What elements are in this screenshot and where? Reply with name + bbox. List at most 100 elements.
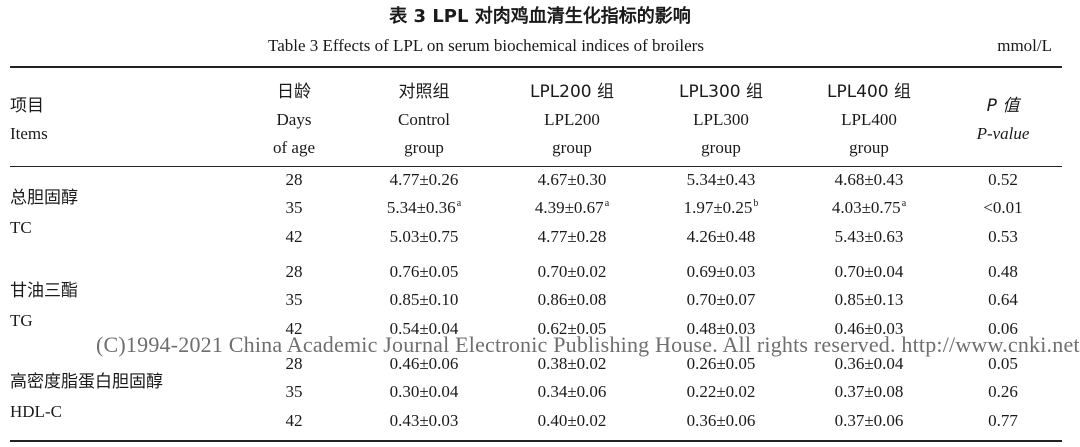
table-cell-p: 0.05 [988, 354, 1018, 374]
significance-letter: b [753, 198, 759, 209]
cell-value: 0.37±0.06 [834, 411, 904, 430]
table-cell-control: 0.54±0.04 [390, 319, 459, 339]
cell-value: 0.76±0.05 [389, 262, 459, 281]
table-cell-p: 0.77 [988, 411, 1018, 431]
cell-value: 0.06 [988, 319, 1018, 338]
cell-value: 35 [285, 290, 303, 309]
header-control-cn: 对照组 [398, 82, 450, 102]
cell-value: 5.34±0.43 [686, 170, 756, 189]
table-cell-control: 0.46±0.06 [390, 354, 459, 374]
table-cell-control: 4.77±0.26 [390, 170, 459, 190]
header-lpl400-cn: LPL400 组 [826, 82, 912, 102]
header-lpl300-en2: group [701, 138, 741, 157]
header-days: 日龄 Days of age [273, 78, 315, 162]
cell-value: 28 [285, 170, 303, 189]
top-rule [10, 66, 1062, 68]
cell-value: 0.48±0.03 [686, 319, 756, 338]
table-cell-lpl400: 0.46±0.03 [835, 319, 904, 339]
table-cell-day: 42 [286, 319, 303, 339]
header-lpl200: LPL200 组 LPL200 group [530, 78, 614, 162]
table-cell-p: 0.64 [988, 290, 1018, 310]
table-cell-lpl400: 0.36±0.04 [835, 354, 904, 374]
table-cell-control: 0.43±0.03 [390, 411, 459, 431]
table-cell-day: 35 [286, 290, 303, 310]
cell-value: 0.34±0.06 [537, 382, 607, 401]
cell-value: 0.69±0.03 [686, 262, 756, 281]
header-lpl300-cn: LPL300 组 [678, 82, 764, 102]
cell-value: 42 [285, 319, 303, 338]
cell-value: 0.52 [988, 170, 1018, 189]
table-cell-lpl300: 0.26±0.05 [687, 354, 756, 374]
cell-value: 0.85±0.13 [834, 290, 904, 309]
cell-value: 0.70±0.04 [834, 262, 904, 281]
cell-value: 5.34±0.36 [386, 198, 456, 217]
header-days-cn: 日龄 [276, 82, 311, 102]
cell-value: 0.54±0.04 [389, 319, 459, 338]
cell-value: 0.37±0.08 [834, 382, 904, 401]
header-items-cn: 项目 [10, 96, 44, 116]
table-cell-lpl300: 1.97±0.25b [684, 198, 759, 218]
table-cell-lpl200: 0.40±0.02 [538, 411, 607, 431]
table-cell-day: 35 [286, 382, 303, 402]
table-cell-day: 28 [286, 354, 303, 374]
table-cell-lpl400: 5.43±0.63 [835, 227, 904, 247]
header-items: 项目 Items [10, 92, 48, 148]
table-cell-lpl300: 0.36±0.06 [687, 411, 756, 431]
table-cell-day: 28 [286, 170, 303, 190]
header-lpl200-cn: LPL200 组 [529, 82, 615, 102]
table-cell-lpl400: 4.68±0.43 [835, 170, 904, 190]
header-days-en2: of age [272, 138, 316, 157]
table-cell-p: 0.52 [988, 170, 1018, 190]
cell-value: 5.03±0.75 [389, 227, 459, 246]
header-pvalue: P 值 P-value [977, 92, 1030, 148]
table-cell-day: 35 [286, 198, 303, 218]
cell-value: 0.46±0.03 [834, 319, 904, 338]
cell-value: 5.43±0.63 [834, 227, 904, 246]
cell-value: 0.46±0.06 [389, 354, 459, 373]
cell-value: 0.26 [988, 382, 1018, 401]
table-cell-lpl400: 4.03±0.75a [832, 198, 906, 218]
table-title-cn: 表 3 LPL 对肉鸡血清生化指标的影响 [389, 6, 691, 27]
group-name-cn: 甘油三酯 [10, 281, 78, 301]
cell-value: 4.68±0.43 [834, 170, 904, 189]
table-cell-control: 0.30±0.04 [390, 382, 459, 402]
table-cell-lpl300: 0.22±0.02 [687, 382, 756, 402]
significance-letter: a [901, 198, 907, 209]
cell-value: 28 [285, 262, 303, 281]
cell-value: 0.30±0.04 [389, 382, 459, 401]
group-name-cn: 总胆固醇 [10, 188, 78, 208]
header-pvalue-cn: P 值 [986, 96, 1020, 116]
group-name-en: TC [10, 218, 32, 237]
table-cell-lpl200: 0.62±0.05 [538, 319, 607, 339]
table-cell-lpl400: 0.85±0.13 [835, 290, 904, 310]
table-cell-control: 0.76±0.05 [390, 262, 459, 282]
cell-value: <0.01 [983, 198, 1023, 217]
table-cell-lpl200: 0.86±0.08 [538, 290, 607, 310]
header-control-en: Control [398, 110, 450, 129]
table-cell-lpl400: 0.37±0.08 [835, 382, 904, 402]
table-cell-lpl200: 4.39±0.67a [535, 198, 609, 218]
cell-value: 4.26±0.48 [686, 227, 756, 246]
table-cell-p: <0.01 [983, 198, 1022, 218]
header-lpl400-en2: group [849, 138, 889, 157]
table-cell-lpl300: 0.69±0.03 [687, 262, 756, 282]
cell-value: 0.40±0.02 [537, 411, 607, 430]
header-days-en: Days [276, 110, 312, 129]
group-name-cn: 高密度脂蛋白胆固醇 [10, 372, 163, 392]
table-cell-lpl200: 0.70±0.02 [538, 262, 607, 282]
cell-value: 0.36±0.04 [834, 354, 904, 373]
cell-value: 0.62±0.05 [537, 319, 607, 338]
cell-value: 0.85±0.10 [389, 290, 459, 309]
cell-value: 0.64 [988, 290, 1018, 309]
table-cell-lpl200: 0.38±0.02 [538, 354, 607, 374]
group-name-en: HDL-C [10, 402, 62, 421]
group-label: 总胆固醇 TC [10, 183, 78, 243]
table-cell-p: 0.06 [988, 319, 1018, 339]
table-cell-control: 0.85±0.10 [390, 290, 459, 310]
table-cell-p: 0.26 [988, 382, 1018, 402]
table-cell-day: 28 [286, 262, 303, 282]
cell-value: 0.70±0.02 [537, 262, 607, 281]
group-name-en: TG [10, 311, 33, 330]
table-cell-day: 42 [286, 227, 303, 247]
table-cell-control: 5.03±0.75 [390, 227, 459, 247]
